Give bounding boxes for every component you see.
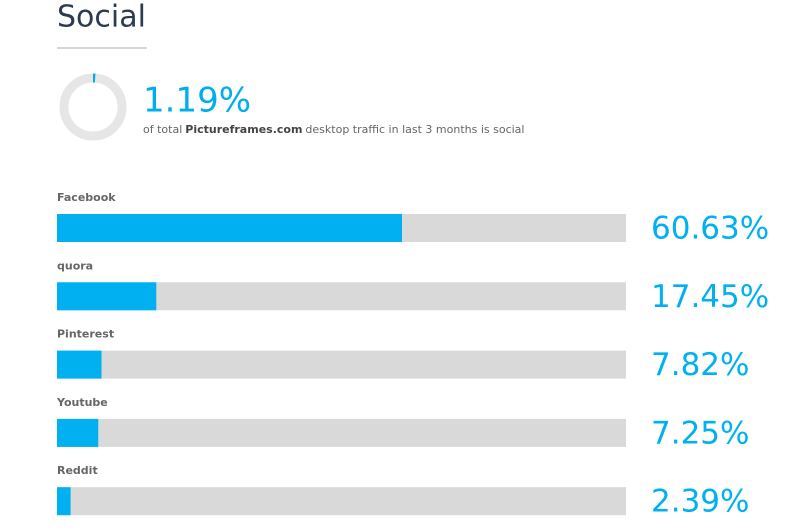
bar-label: Facebook [57,191,116,204]
bar [57,282,157,311]
caption-part: Pictureframes.com [185,123,302,136]
bar-track [57,350,626,379]
donut-track [59,73,127,141]
share-caption: of total Pictureframes.com desktop traffic… [143,123,524,136]
bar-value: 7.82% [651,347,749,383]
bar-label: Youtube [56,396,108,409]
bar-label: Reddit [57,464,98,477]
bar-value: 7.25% [651,415,749,451]
bar [57,214,402,242]
bar [57,418,99,447]
bar-label: quora [57,259,93,272]
bar [57,487,71,516]
bar-value: 2.39% [651,484,749,520]
caption-part: of total [143,123,182,136]
bar-track [57,418,626,447]
bar-label: Pinterest [57,328,114,341]
bar [57,350,102,379]
bar-value: 60.63% [651,211,769,247]
section-title: Social [57,0,146,35]
share-value: 1.19% [143,81,251,121]
bar-value: 17.45% [651,279,769,315]
caption-part: desktop traffic in last 3 months is soci… [305,123,524,136]
bar-track [57,487,626,516]
